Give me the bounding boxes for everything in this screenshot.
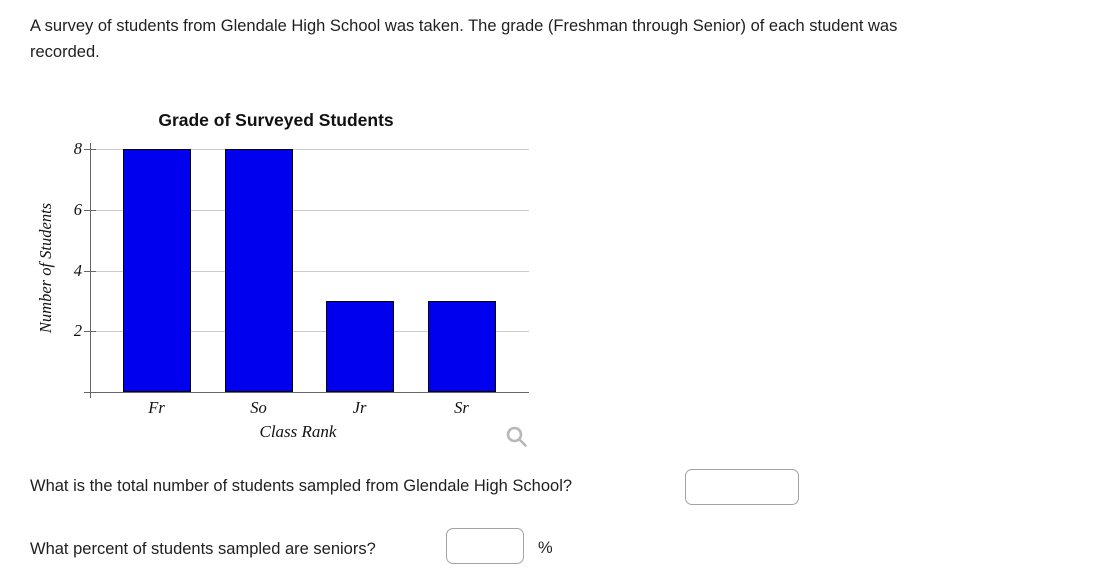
gridline-y4 — [90, 270, 529, 272]
chart-title: Grade of Surveyed Students — [158, 110, 394, 130]
bar-Sr — [427, 300, 496, 392]
y-axis — [90, 143, 91, 398]
total-students-input[interactable] — [685, 469, 799, 505]
bar-chart: Grade of Surveyed Students Number of Stu… — [0, 0, 560, 460]
gridline-y8 — [90, 149, 529, 150]
xtick-label-Jr: Jr — [352, 398, 367, 417]
bar-So — [224, 149, 293, 392]
ytick-label-8: 8 — [73, 139, 82, 158]
magnifier-zoom-icon[interactable] — [504, 424, 530, 450]
xtick-label-Fr: Fr — [148, 398, 165, 417]
bar-Fr — [122, 149, 191, 392]
percent-sign: % — [538, 539, 553, 557]
x-axis-label: Class Rank — [259, 422, 337, 441]
gridline-y6 — [90, 209, 529, 211]
ytick-label-2: 2 — [73, 321, 82, 341]
xtick-label-Sr: Sr — [454, 398, 469, 417]
bar-Jr — [325, 300, 394, 392]
ytick-label-6: 6 — [73, 199, 82, 219]
gridline-y2 — [90, 331, 529, 333]
question-percent-text: What percent of students sampled are sen… — [30, 540, 376, 558]
intro-text: A survey of students from Glendale High … — [30, 17, 898, 61]
x-axis — [84, 392, 529, 393]
question-total-text: What is the total number of students sam… — [30, 477, 573, 495]
xtick-label-So: So — [250, 398, 267, 417]
ytick-label-4: 4 — [73, 260, 82, 280]
percent-seniors-input[interactable] — [446, 528, 524, 564]
